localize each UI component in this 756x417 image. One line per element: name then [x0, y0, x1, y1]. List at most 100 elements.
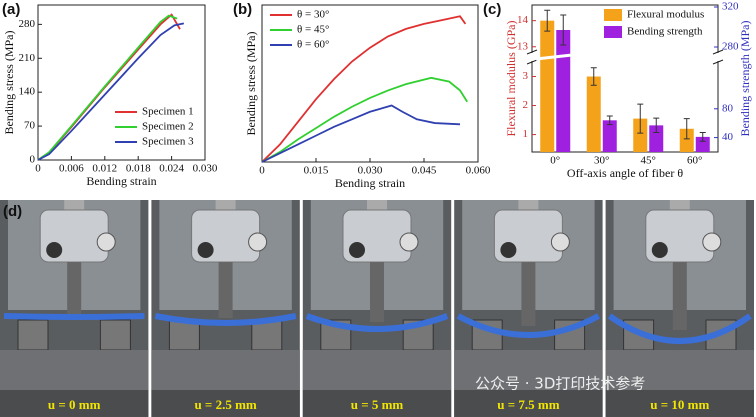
- bar: [633, 118, 648, 152]
- x-tick-label: 0.024: [159, 163, 184, 175]
- caption: u = 10 mm: [650, 397, 709, 412]
- x-tick-label: 0.012: [92, 163, 117, 175]
- y-tick-label: 0: [30, 154, 36, 166]
- y2-tick-label: 40: [722, 131, 734, 143]
- indenter: [672, 262, 687, 330]
- support: [168, 319, 200, 351]
- x-axis-label: Bending strain: [86, 174, 156, 188]
- x-tick-label: 30°: [594, 155, 609, 167]
- legend-label: Bending strength: [627, 26, 703, 38]
- legend-label: Specimen 3: [142, 136, 194, 148]
- break-mark: [526, 59, 538, 65]
- support: [99, 319, 131, 351]
- legend-swatch: [604, 9, 622, 21]
- panel-label: (c): [483, 1, 501, 18]
- specimen: [305, 313, 449, 332]
- x-tick-label: 45°: [641, 155, 656, 167]
- y-axis-label: Bending stress (MPa): [244, 32, 258, 136]
- y2-tick-label: 80: [722, 102, 734, 114]
- bolt: [550, 232, 570, 252]
- y-axis-label: Bending stress (MPa): [2, 31, 16, 135]
- panel-label: (a): [2, 1, 20, 18]
- legend-label: θ = 30°: [297, 9, 329, 21]
- legend-swatch: [604, 26, 622, 38]
- base: [454, 390, 603, 417]
- specimen: [3, 313, 145, 320]
- bar: [540, 20, 555, 152]
- legend-label: Specimen 2: [142, 121, 194, 133]
- x-tick-label: 0.015: [304, 165, 329, 177]
- specimen: [154, 313, 297, 326]
- y-tick-label: 280: [19, 18, 36, 30]
- error-bar: [683, 118, 690, 140]
- error-bar: [544, 9, 551, 32]
- panel-label: (d): [3, 203, 22, 220]
- legend-label: θ = 60°: [297, 39, 329, 51]
- bolt: [651, 242, 668, 258]
- photo-row: u = 0 mm u = 2.5 mm u = 5 mm u = 7.5 mm u = …: [0, 200, 754, 417]
- screw: [215, 200, 236, 212]
- watermark: 公众号 · 3D打印技术参考: [475, 375, 645, 393]
- y-tick-label: 210: [19, 52, 36, 64]
- support: [17, 319, 49, 351]
- screw: [669, 200, 690, 212]
- error-bar: [590, 67, 597, 86]
- x-tick-label: 0.018: [126, 163, 151, 175]
- x-axis-label: Bending strain: [335, 176, 405, 190]
- bolt: [399, 232, 419, 252]
- caption: u = 2.5 mm: [194, 397, 256, 412]
- bar: [586, 76, 601, 152]
- bolt: [46, 242, 63, 258]
- error-bar: [653, 117, 660, 134]
- legend-label: Flexural modulus: [627, 9, 704, 21]
- bolt: [96, 232, 116, 252]
- y-tick-label: 140: [19, 86, 36, 98]
- series-line: [37, 22, 185, 161]
- bar: [649, 125, 664, 152]
- caption: u = 0 mm: [48, 397, 101, 412]
- base: [605, 350, 754, 390]
- bar: [679, 128, 694, 152]
- base: [605, 390, 754, 417]
- error-bar: [560, 14, 567, 46]
- bar: [602, 120, 617, 152]
- y-axis-label: Flexural modulus (GPa): [504, 21, 518, 137]
- x-tick-label: 0.045: [412, 165, 437, 177]
- y2-axis-label: Bending strength (MPa): [738, 21, 752, 137]
- x-tick-label: 0.030: [193, 163, 218, 175]
- plot-frame: [37, 4, 206, 161]
- indenter: [218, 262, 233, 318]
- y-tick-label: 1: [523, 128, 529, 140]
- base: [454, 350, 603, 390]
- plot-frame: [261, 4, 479, 163]
- y-tick-label: 2: [523, 99, 529, 111]
- caption: u = 7.5 mm: [497, 397, 559, 412]
- base: [0, 350, 149, 390]
- indenter: [370, 262, 384, 322]
- bolt: [197, 242, 214, 258]
- series-line: [261, 76, 468, 163]
- bolt: [500, 242, 517, 258]
- error-bar: [606, 115, 613, 126]
- error-bar: [699, 132, 706, 142]
- caption: u = 5 mm: [351, 397, 404, 412]
- bar: [556, 30, 571, 152]
- panel-label: (b): [233, 1, 252, 18]
- screw: [518, 200, 539, 212]
- break-mark: [526, 49, 538, 55]
- base: [302, 350, 452, 390]
- break-mark: [712, 59, 724, 65]
- x-tick-label: 0.006: [59, 163, 84, 175]
- specimen: [607, 313, 752, 344]
- indenter: [67, 262, 82, 314]
- axis-break: [528, 53, 722, 61]
- bar: [695, 136, 710, 152]
- screw: [64, 200, 85, 212]
- legend-label: Specimen 1: [142, 106, 194, 118]
- y2-tick-label: 280: [722, 41, 739, 53]
- x-tick-label: 0: [35, 163, 41, 175]
- base: [0, 390, 149, 417]
- series-line: [261, 15, 467, 163]
- x-tick-label: 0.060: [466, 165, 491, 177]
